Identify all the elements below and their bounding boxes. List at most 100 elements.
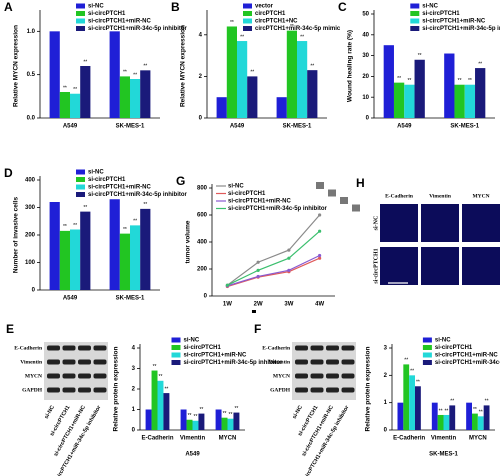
significance: ** bbox=[194, 414, 198, 420]
band bbox=[310, 359, 324, 365]
legend-label: circPTCH1+NC bbox=[255, 19, 298, 25]
bar bbox=[70, 229, 81, 290]
thumbnail bbox=[328, 189, 336, 197]
y-tick-label: 2 bbox=[132, 387, 136, 393]
y-tick-label: 0.0 bbox=[27, 116, 36, 122]
significance: ** bbox=[410, 369, 414, 375]
y-tick-label: 1.0 bbox=[27, 29, 36, 35]
legend-swatch bbox=[76, 11, 85, 16]
legend-swatch bbox=[422, 337, 432, 343]
y-tick-label: 800 bbox=[197, 186, 208, 192]
y-tick-label: 200 bbox=[25, 233, 36, 239]
legend-swatch bbox=[422, 345, 432, 350]
legend-label: si-circPTCH1 bbox=[422, 11, 460, 17]
protein-label: Vimentin bbox=[20, 359, 42, 365]
legend-label: si-circPTCH1 bbox=[88, 177, 126, 183]
legend-label: vector bbox=[255, 4, 274, 10]
significance: ** bbox=[310, 63, 314, 69]
bar bbox=[192, 420, 199, 430]
significance: ** bbox=[159, 374, 163, 380]
x-tick-label: A549 bbox=[63, 296, 78, 302]
significance: ** bbox=[83, 205, 87, 211]
line bbox=[227, 214, 321, 286]
column-label: E-Cadherin bbox=[385, 193, 413, 199]
legend-label: si-circPTCH1+miR-NC bbox=[88, 19, 152, 25]
legend-label: si-circPTCH1+miR-34c-5p inhibitor bbox=[184, 360, 284, 366]
significance: ** bbox=[473, 407, 477, 413]
y-axis-label: Relative MYCN expression bbox=[13, 25, 20, 107]
legend-swatch bbox=[243, 3, 252, 9]
band bbox=[47, 345, 60, 351]
legend-swatch bbox=[76, 184, 85, 190]
significance: ** bbox=[73, 223, 77, 229]
legend-label: circPTCH1 bbox=[255, 11, 286, 17]
bar bbox=[198, 413, 205, 430]
bar bbox=[415, 386, 421, 430]
significance: ** bbox=[240, 34, 244, 40]
bar bbox=[59, 230, 70, 290]
legend-label: si-circPTCH1 bbox=[88, 11, 126, 17]
band bbox=[62, 387, 76, 393]
legend-label: si-circPTCH1+miR-NC bbox=[184, 353, 248, 359]
significance: ** bbox=[479, 410, 483, 416]
bar bbox=[383, 45, 394, 119]
band bbox=[326, 345, 339, 351]
significance: ** bbox=[468, 78, 472, 84]
legend-label: si-circPTCH1+miR-34c-5p inhibitor bbox=[422, 26, 500, 32]
micrograph bbox=[380, 204, 418, 242]
micrograph bbox=[380, 247, 418, 285]
panel-label: C bbox=[338, 0, 347, 14]
x-tick-label: A549 bbox=[397, 124, 412, 130]
legend-label: si-NC bbox=[184, 338, 200, 344]
bar bbox=[404, 84, 415, 118]
significance: ** bbox=[290, 24, 294, 30]
thumbnail bbox=[316, 182, 324, 189]
legend-swatch bbox=[243, 11, 252, 16]
y-tick-label: 2 bbox=[199, 74, 203, 80]
bar bbox=[237, 41, 248, 118]
bar bbox=[437, 414, 444, 430]
point bbox=[318, 229, 322, 233]
legend-swatch bbox=[76, 192, 85, 197]
x-tick-label: SK-MES-1 bbox=[116, 296, 145, 302]
bar bbox=[449, 405, 456, 430]
band bbox=[47, 359, 60, 365]
band bbox=[341, 345, 355, 351]
x-tick-label: SK-MES-1 bbox=[450, 124, 479, 130]
bar bbox=[221, 417, 228, 430]
point bbox=[225, 283, 229, 287]
point bbox=[287, 268, 291, 272]
x-tick-label: E-Cadherin bbox=[393, 436, 425, 442]
significance: ** bbox=[418, 53, 422, 59]
y-axis-label: Relative MYCN expression bbox=[180, 25, 187, 107]
bar bbox=[431, 402, 438, 430]
bar bbox=[186, 419, 193, 430]
thumbnail bbox=[352, 204, 360, 212]
row-label: si-NC bbox=[373, 216, 379, 231]
legend-swatch bbox=[171, 360, 181, 365]
y-tick-label: 0 bbox=[199, 116, 203, 122]
significance: ** bbox=[407, 78, 411, 84]
x-tick-label: MYCN bbox=[219, 436, 237, 442]
bar bbox=[471, 413, 478, 430]
bar bbox=[80, 211, 91, 290]
bar bbox=[454, 84, 465, 118]
protein-label: MYCN bbox=[25, 373, 42, 379]
micrograph bbox=[462, 247, 500, 285]
y-tick-label: 20 bbox=[362, 74, 369, 80]
bar bbox=[403, 364, 410, 430]
y-tick-label: 200 bbox=[197, 267, 208, 273]
significance: ** bbox=[153, 364, 157, 370]
y-tick-label: 3 bbox=[132, 366, 136, 372]
y-tick-label: 4 bbox=[199, 32, 203, 38]
bar bbox=[109, 199, 120, 290]
bar bbox=[216, 97, 227, 118]
bar bbox=[393, 82, 405, 118]
significance: ** bbox=[485, 399, 489, 405]
x-tick-label: MYCN bbox=[469, 436, 487, 442]
bar bbox=[145, 409, 152, 430]
band bbox=[310, 387, 324, 393]
band bbox=[93, 359, 107, 365]
legend-label: si-NC bbox=[422, 4, 438, 10]
bar bbox=[297, 41, 308, 118]
